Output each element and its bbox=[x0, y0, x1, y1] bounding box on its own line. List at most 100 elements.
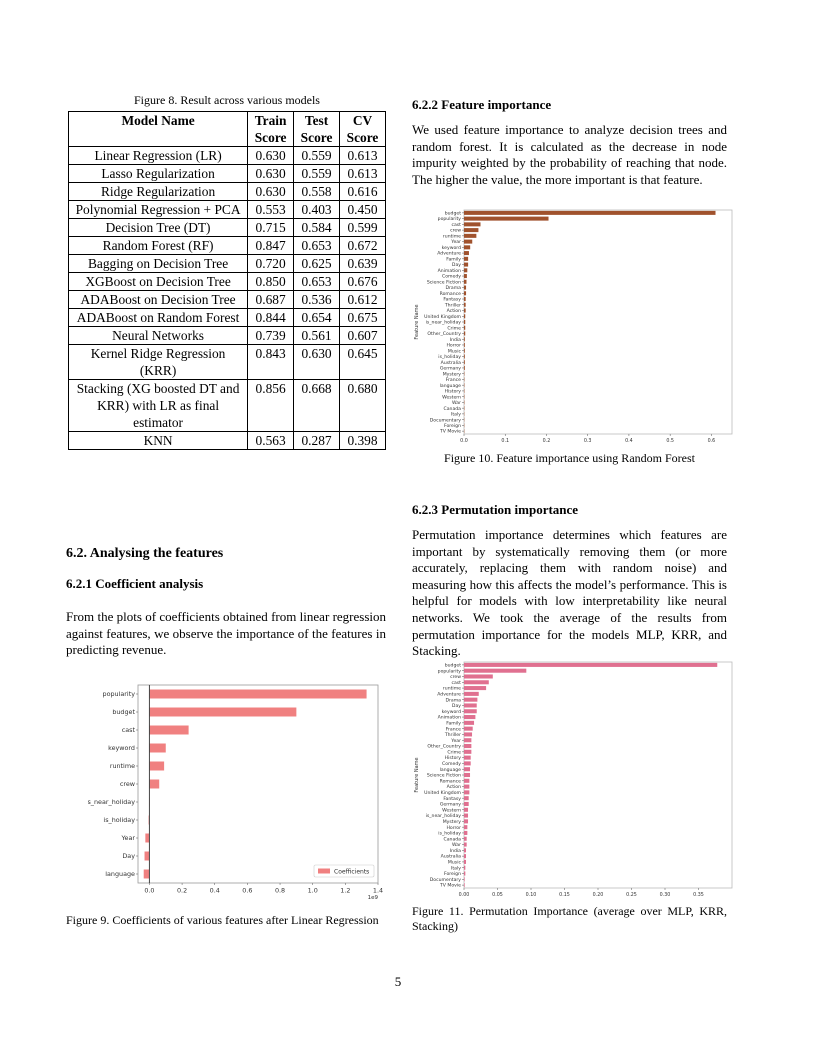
bar-mystery bbox=[464, 819, 469, 824]
model-name-cell: Lasso Regularization bbox=[67, 164, 249, 183]
fig9-caption: Figure 9. Coefficients of various featur… bbox=[66, 913, 379, 927]
category-label: cast bbox=[122, 726, 136, 734]
category-label: France bbox=[446, 726, 461, 732]
category-label: budget bbox=[112, 708, 135, 716]
model-name-cell: ADABoost on Decision Tree bbox=[67, 290, 249, 309]
category-label: War bbox=[452, 842, 461, 848]
score-cell: 0.687 bbox=[247, 290, 295, 309]
bar-crew bbox=[464, 674, 493, 679]
results-table: Model Name Train Score Test Score CV Sco… bbox=[67, 111, 386, 450]
x-tick-label: 0.10 bbox=[526, 892, 537, 898]
bar-thriller bbox=[464, 732, 473, 737]
subsection-title-6-2-1: 6.2.1 Coefficient analysis bbox=[66, 576, 204, 591]
bar-romance bbox=[464, 778, 470, 783]
x-tick-label: 0.2 bbox=[543, 438, 551, 444]
category-label: France bbox=[446, 377, 461, 383]
permutation-importance-paragraph: Permutation importance determines which … bbox=[412, 527, 727, 659]
fig9-coefficients-chart: popularity budget cast keyword runtime crew is… bbox=[88, 684, 383, 901]
score-cell: 0.287 bbox=[293, 431, 341, 450]
bar-runtime bbox=[149, 761, 165, 771]
score-cell: 0.645 bbox=[339, 344, 386, 380]
bar-runtime bbox=[464, 233, 477, 238]
score-cell: 0.680 bbox=[339, 379, 386, 432]
table-row: Lasso Regularization 0.630 0.559 0.613 bbox=[67, 164, 386, 183]
bar-language bbox=[143, 869, 150, 879]
category-label: Year bbox=[450, 738, 461, 744]
category-label: cast bbox=[451, 680, 461, 686]
bar-is_holiday bbox=[464, 830, 468, 835]
score-cell: 0.613 bbox=[339, 164, 386, 183]
category-label: Adventure bbox=[437, 251, 461, 257]
score-cell: 0.599 bbox=[339, 218, 386, 237]
bar-thriller bbox=[464, 302, 466, 307]
bar-crime bbox=[464, 749, 472, 754]
score-cell: 0.653 bbox=[293, 236, 341, 255]
score-cell: 0.630 bbox=[247, 182, 295, 201]
category-label: is_near_holiday bbox=[426, 320, 462, 326]
x-tick-label: 0.30 bbox=[660, 892, 671, 898]
category-label: is_holiday bbox=[438, 354, 461, 360]
table-row: Bagging on Decision Tree 0.720 0.625 0.639 bbox=[67, 254, 386, 273]
category-label: Fantasy bbox=[443, 297, 461, 303]
bar-united-kingdom bbox=[464, 314, 466, 319]
model-name-cell: Bagging on Decision Tree bbox=[67, 254, 249, 273]
x-tick-label: 0.2 bbox=[177, 886, 187, 894]
score-cell: 0.398 bbox=[339, 431, 386, 450]
x-tick-label: 0.25 bbox=[626, 892, 637, 898]
header-test-score: Test Score bbox=[293, 111, 341, 147]
bar-is_near_holiday bbox=[464, 319, 466, 325]
bar-history bbox=[464, 755, 471, 760]
bar-music bbox=[464, 348, 465, 353]
model-name-cell: Random Forest (RF) bbox=[67, 236, 249, 255]
bar-language bbox=[464, 767, 471, 772]
x-tick-label: 1.4 bbox=[373, 886, 383, 894]
bar-keyword bbox=[149, 743, 166, 753]
category-label: Crime bbox=[447, 325, 461, 331]
category-label: TV Movie bbox=[439, 429, 461, 435]
bar-canada bbox=[464, 836, 467, 841]
bar-day bbox=[464, 703, 477, 708]
score-cell: 0.558 bbox=[293, 182, 341, 201]
category-label: Foreign bbox=[444, 423, 461, 429]
category-label: budget bbox=[445, 210, 461, 216]
category-label: language bbox=[440, 383, 462, 389]
score-cell: 0.715 bbox=[247, 218, 295, 237]
header-cv-score: CV Score bbox=[339, 111, 386, 147]
category-label: Family bbox=[446, 256, 461, 262]
table-row: Linear Regression (LR) 0.630 0.559 0.613 bbox=[67, 146, 386, 165]
category-label: Music bbox=[448, 860, 462, 866]
table-row: Ridge Regularization 0.630 0.558 0.616 bbox=[67, 182, 386, 201]
bar-united-kingdom bbox=[464, 790, 470, 795]
category-label: Mystery bbox=[443, 819, 462, 825]
x-tick-label: 0.20 bbox=[593, 892, 604, 898]
table-row: Neural Networks 0.739 0.561 0.607 bbox=[67, 326, 386, 345]
x-tick-label: 0.00 bbox=[459, 892, 470, 898]
model-name-cell: Neural Networks bbox=[67, 326, 249, 345]
bar-australia bbox=[464, 854, 467, 859]
bar-drama bbox=[464, 285, 467, 290]
score-cell: 0.843 bbox=[247, 344, 295, 380]
category-label: Animation bbox=[438, 715, 462, 721]
bar-year bbox=[464, 239, 473, 244]
category-label: Comedy bbox=[442, 274, 461, 280]
model-name-cell: Linear Regression (LR) bbox=[67, 146, 249, 165]
score-cell: 0.612 bbox=[339, 290, 386, 309]
score-cell: 0.563 bbox=[247, 431, 295, 450]
score-cell: 0.630 bbox=[247, 146, 295, 165]
fig11-caption: Figure 11. Permutation Importance (avera… bbox=[412, 904, 727, 933]
score-cell: 0.676 bbox=[339, 272, 386, 291]
score-cell: 0.672 bbox=[339, 236, 386, 255]
score-cell: 0.536 bbox=[293, 290, 341, 309]
score-cell: 0.668 bbox=[293, 379, 341, 432]
bar-adventure bbox=[464, 691, 479, 696]
x-tick-label: 0.6 bbox=[708, 438, 716, 444]
bar-crime bbox=[464, 325, 466, 330]
table-row: XGBoost on Decision Tree 0.850 0.653 0.676 bbox=[67, 272, 386, 291]
x-tick-label: 0.3 bbox=[584, 438, 592, 444]
bar-romance bbox=[464, 291, 467, 296]
score-cell: 0.584 bbox=[293, 218, 341, 237]
score-cell: 0.613 bbox=[339, 146, 386, 165]
model-name-cell: Polynomial Regression + PCA bbox=[67, 200, 249, 219]
bar-adventure bbox=[464, 251, 469, 256]
category-label: popularity bbox=[103, 690, 136, 698]
